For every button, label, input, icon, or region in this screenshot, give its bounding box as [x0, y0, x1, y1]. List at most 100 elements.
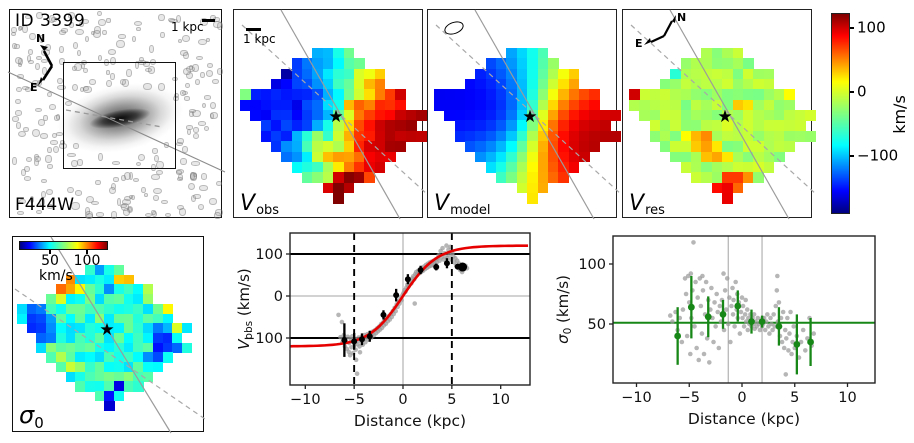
- scatter-point: [743, 319, 749, 324]
- map-cell: [353, 110, 365, 122]
- map-cell: [670, 89, 682, 101]
- noise-speck: [28, 49, 34, 56]
- noise-speck: [182, 145, 189, 153]
- scatter-point: [692, 324, 697, 329]
- map-cell: [312, 110, 324, 122]
- binned-point: [758, 318, 766, 325]
- map-cell: [763, 99, 775, 111]
- scatter-point: [742, 312, 748, 317]
- map-cell: [568, 141, 580, 153]
- scatter-point: [733, 279, 738, 285]
- map-cell: [302, 58, 314, 70]
- scatter-point: [716, 345, 722, 351]
- noise-speck: [50, 140, 58, 145]
- map-cell: [496, 161, 508, 173]
- map-cell: [763, 89, 775, 101]
- scatter-point: [766, 324, 771, 329]
- vres-panel-label: Vres: [629, 191, 665, 218]
- map-cell: [302, 68, 314, 80]
- noise-speck: [17, 25, 22, 32]
- noise-speck: [158, 14, 165, 22]
- scatter-point: [775, 273, 780, 279]
- map-cell: [547, 58, 559, 70]
- map-cell: [691, 120, 703, 132]
- map-cell: [732, 48, 744, 59]
- map-cell: [753, 68, 765, 80]
- map-cell: [701, 130, 713, 142]
- map-cell: [680, 141, 692, 153]
- map-cell: [291, 161, 303, 173]
- map-cell: [701, 141, 713, 153]
- map-cell: [475, 141, 487, 153]
- map-cell: [104, 400, 115, 412]
- map-cell: [589, 130, 601, 142]
- noise-speck: [181, 90, 189, 96]
- map-cell: [742, 58, 754, 70]
- x-tick-label: 5: [790, 390, 799, 406]
- map-cell: [558, 172, 570, 184]
- map-cell: [722, 141, 734, 153]
- map-cell: [485, 120, 497, 132]
- binned-point: [674, 332, 682, 340]
- map-cell: [322, 68, 334, 80]
- scatter-point: [738, 309, 744, 315]
- map-cell: [260, 99, 272, 111]
- noise-speck: [31, 129, 41, 137]
- map-cell: [794, 130, 806, 142]
- scatter-point: [701, 351, 707, 357]
- map-cell: [649, 120, 661, 132]
- map-cell: [568, 89, 580, 101]
- scatter-point: [744, 307, 750, 312]
- compass-east-label: E: [635, 37, 643, 50]
- noise-speck: [168, 17, 175, 23]
- noise-speck: [41, 66, 47, 75]
- scatter-point: [694, 345, 699, 351]
- noise-speck: [44, 44, 52, 52]
- map-cell: [374, 120, 386, 132]
- binned-point: [443, 260, 450, 267]
- scatter-point: [709, 285, 714, 291]
- map-cell: [568, 99, 580, 111]
- noise-speck: [188, 64, 194, 71]
- noise-speck: [15, 98, 21, 105]
- map-cell: [343, 48, 355, 59]
- scatter-point: [711, 339, 716, 345]
- x-tick-label: 10: [838, 390, 856, 406]
- map-cell: [454, 110, 466, 122]
- map-cell: [333, 141, 345, 153]
- noise-speck: [39, 35, 45, 43]
- map-cell: [364, 89, 376, 101]
- map-cell: [496, 120, 508, 132]
- map-cell: [670, 141, 682, 153]
- map-cell: [794, 120, 806, 132]
- noise-speck: [35, 107, 43, 113]
- map-cell: [558, 99, 570, 111]
- map-cell: [784, 141, 796, 153]
- scatter-point: [723, 307, 729, 312]
- colorbar-tick-label: −100: [857, 146, 899, 165]
- map-cell: [742, 110, 754, 122]
- map-cell: [537, 89, 549, 101]
- map-cell: [506, 58, 518, 70]
- map-cell: [312, 48, 324, 59]
- vobs-profile-plot: −10 −5 0 5 10 −100 0 100 Distance (kpc) Vobs (km/…: [235, 232, 531, 430]
- binned-point: [380, 311, 387, 318]
- map-cell: [722, 161, 734, 173]
- noise-speck: [216, 180, 223, 187]
- noise-speck: [15, 86, 22, 93]
- noise-speck: [72, 42, 79, 49]
- noise-speck: [21, 25, 28, 34]
- noise-speck: [95, 180, 101, 186]
- map-cell: [629, 89, 640, 101]
- noise-speck: [67, 12, 76, 19]
- map-cell: [302, 161, 314, 173]
- scatter-point: [751, 312, 757, 317]
- noise-speck: [61, 28, 69, 33]
- noise-speck: [211, 79, 219, 85]
- noise-speck: [22, 127, 29, 133]
- scatter-point: [699, 331, 705, 336]
- scatter-point: [785, 315, 790, 321]
- map-cell: [732, 89, 744, 101]
- map-cell: [701, 161, 713, 173]
- map-cell: [506, 120, 518, 132]
